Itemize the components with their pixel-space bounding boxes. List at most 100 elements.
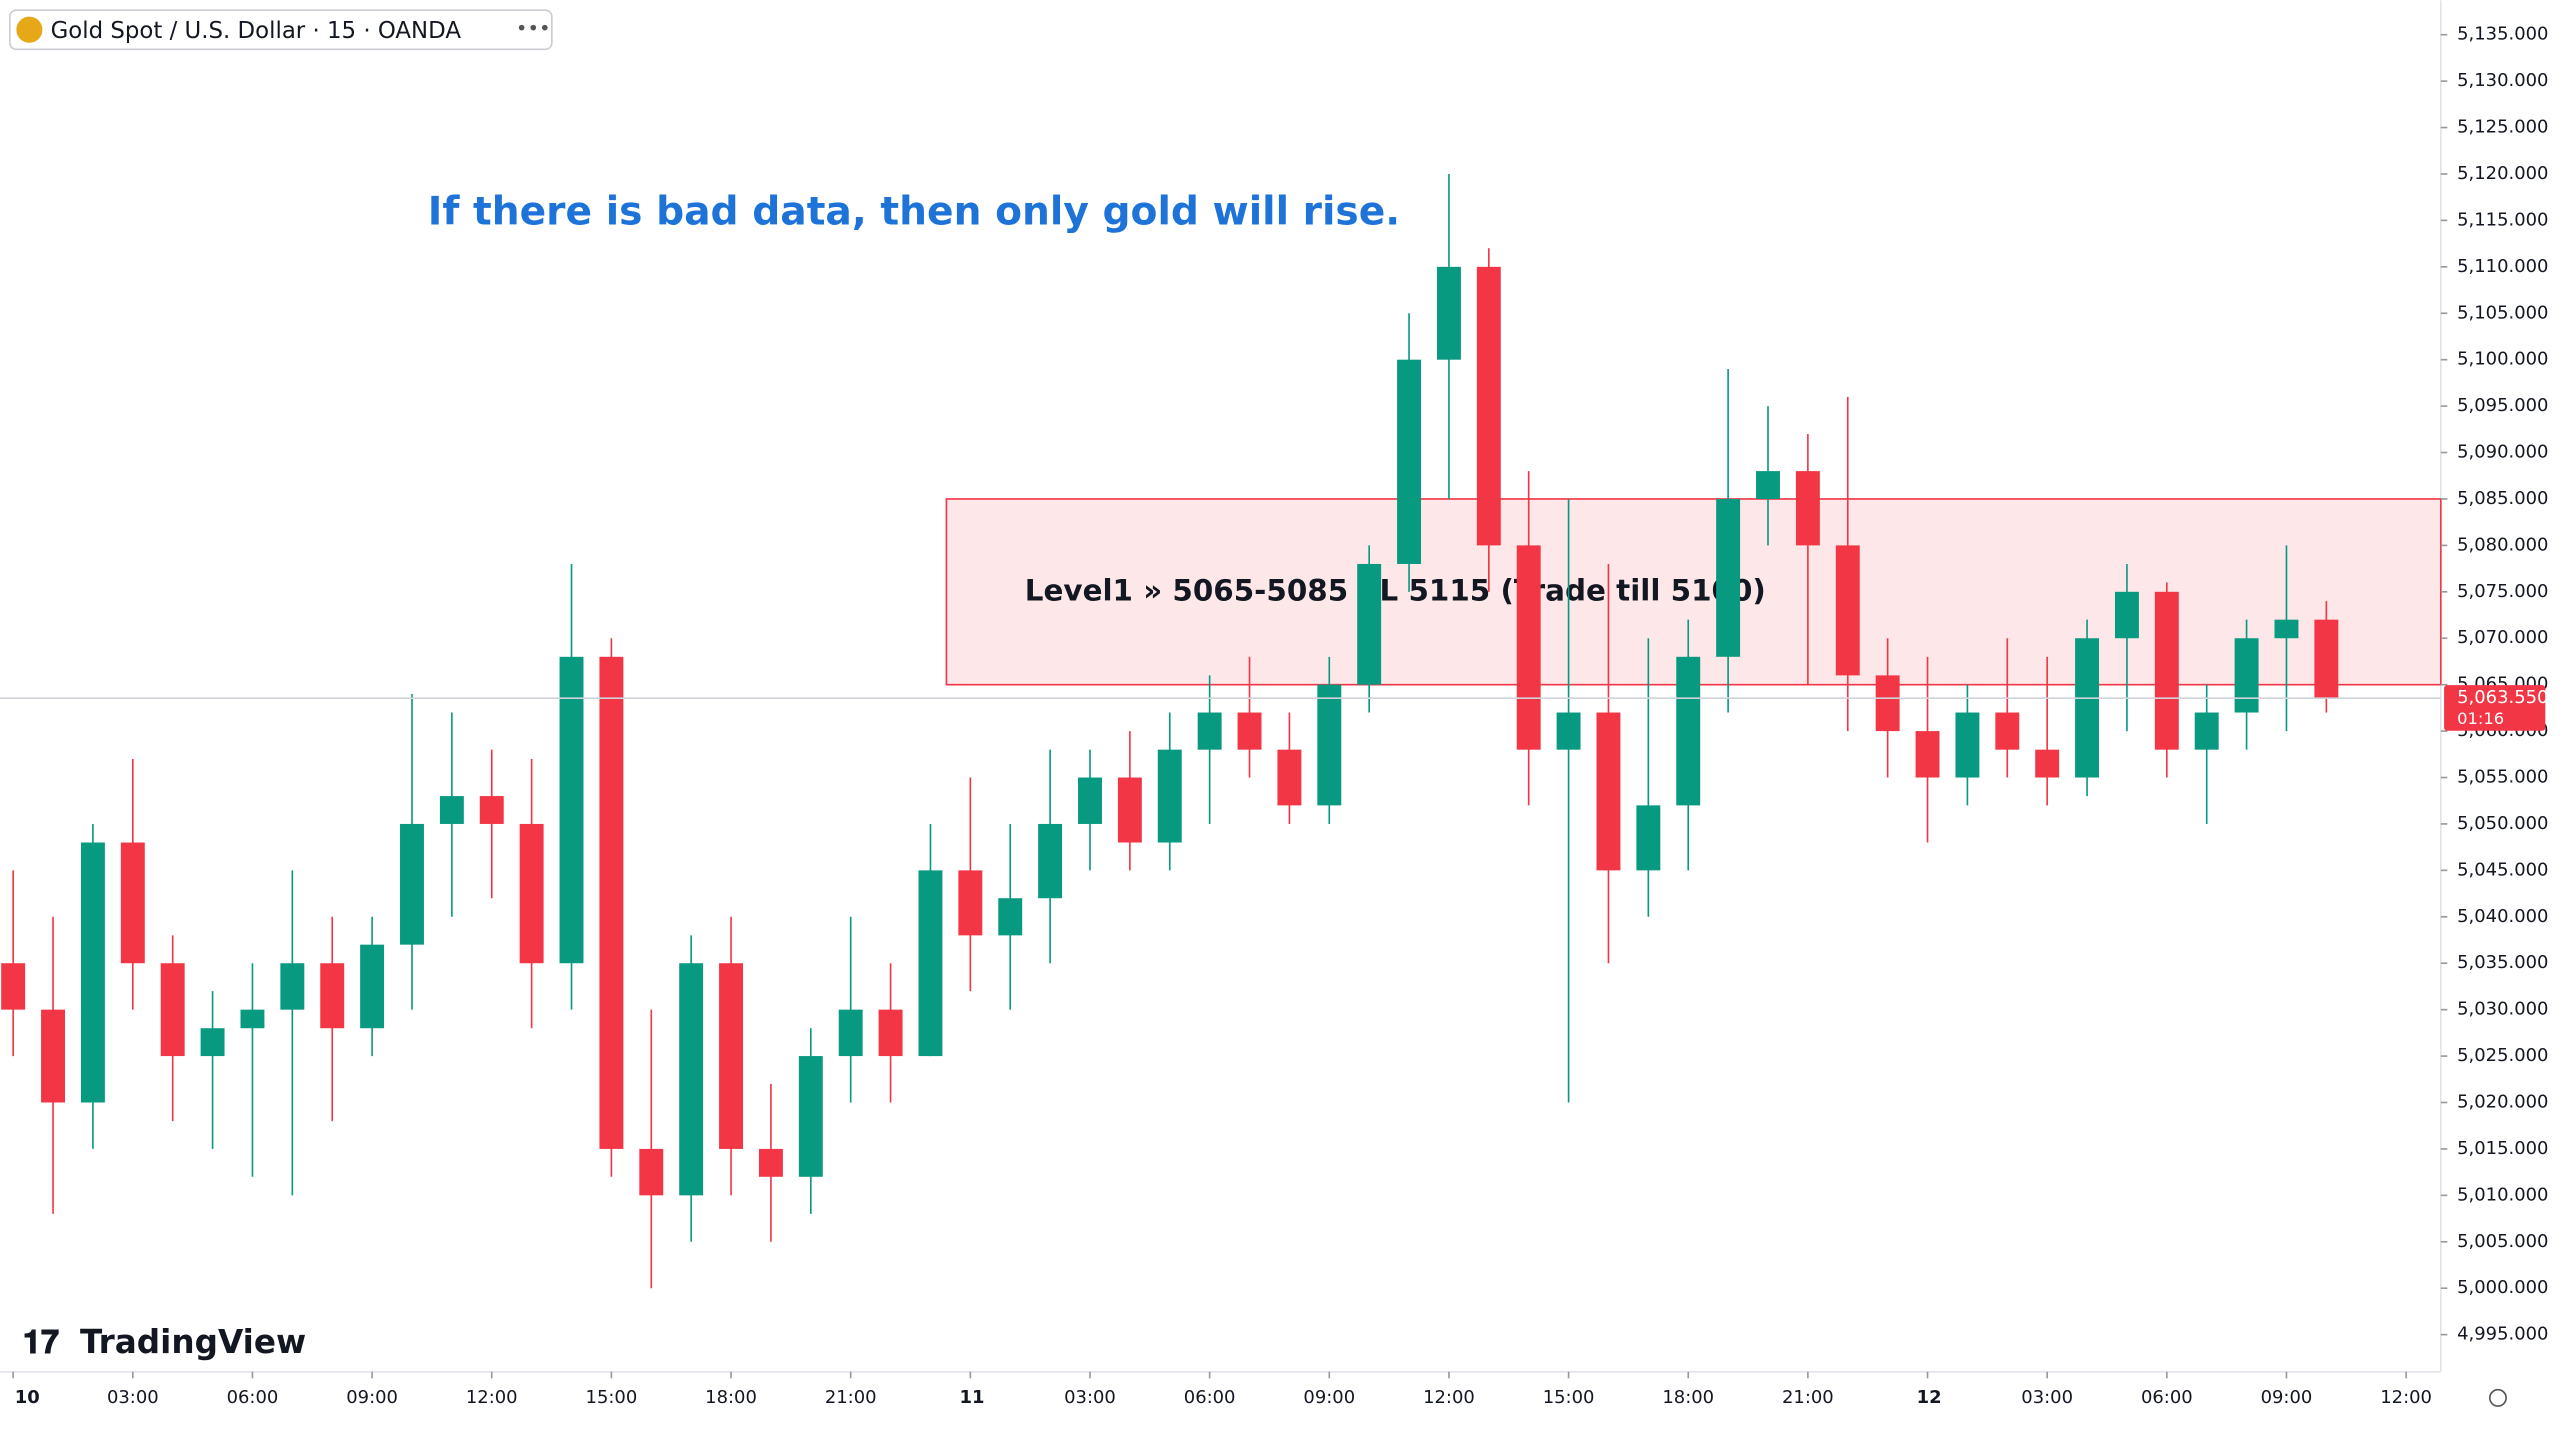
y-tick-label: 5,005.000	[2457, 1231, 2548, 1252]
candle-body	[1636, 805, 1661, 871]
candle-body	[1716, 498, 1741, 657]
last-price-box	[2444, 685, 2546, 731]
candle-body	[1995, 712, 2020, 750]
countdown: 01:16	[2457, 709, 2504, 728]
y-tick-label: 5,050.000	[2457, 813, 2548, 834]
candle-body	[1476, 266, 1501, 546]
candle-body	[200, 1028, 225, 1057]
candle-body	[1955, 712, 1980, 778]
symbol-box[interactable]	[8, 9, 553, 51]
candle-body	[918, 870, 943, 1057]
candle-body	[1835, 545, 1860, 676]
candle-body	[998, 898, 1023, 936]
y-tick-label: 5,105.000	[2457, 302, 2548, 323]
candle-body	[2274, 619, 2299, 639]
y-tick-label: 5,015.000	[2457, 1138, 2548, 1159]
candle-body	[80, 842, 105, 1103]
x-tick-label: 03:00	[2021, 1387, 2073, 1408]
candle-body	[1197, 712, 1222, 750]
candle-body	[838, 1009, 863, 1057]
zone	[945, 498, 2442, 686]
y-tick-label: 5,025.000	[2457, 1045, 2548, 1066]
y-tick-label: 5,130.000	[2457, 70, 2548, 91]
x-tick-label: 18:00	[1662, 1387, 1714, 1408]
candle-body	[2035, 749, 2060, 778]
more-button[interactable]: •••	[516, 17, 551, 40]
candle-body	[1756, 471, 1780, 499]
y-tick-label: 5,120.000	[2457, 163, 2548, 184]
symbol-icon	[16, 16, 43, 43]
candle-body	[320, 963, 345, 1029]
candle-body	[479, 796, 504, 824]
x-tick-label: 11	[959, 1387, 984, 1408]
x-tick-label: 09:00	[346, 1387, 398, 1408]
candle-body	[878, 1009, 903, 1057]
y-tick-label: 5,070.000	[2457, 627, 2548, 648]
y-tick-label: 5,075.000	[2457, 581, 2548, 602]
x-tick-label: 18:00	[705, 1387, 757, 1408]
candle-body	[1875, 675, 1900, 732]
x-tick-label: 15:00	[1543, 1387, 1595, 1408]
x-tick-label: 12	[1917, 1387, 1942, 1408]
y-tick-label: 5,110.000	[2457, 256, 2548, 277]
candle-body	[1556, 712, 1581, 750]
candle-body	[2154, 591, 2179, 750]
x-tick-label: 15:00	[586, 1387, 638, 1408]
candle-body	[400, 823, 424, 945]
candle-body	[2234, 638, 2259, 713]
candle-body	[1915, 731, 1940, 778]
last-price-label: 5,063.550	[2457, 687, 2548, 708]
y-tick-label: 5,000.000	[2457, 1277, 2548, 1298]
x-tick-label: 12:00	[2380, 1387, 2432, 1408]
candle-body	[639, 1148, 664, 1196]
y-tick-label: 5,030.000	[2457, 999, 2548, 1020]
candle-body	[758, 1148, 783, 1177]
candle-body	[1157, 749, 1182, 843]
x-tick-label: 12:00	[1423, 1387, 1475, 1408]
candle-body	[240, 1009, 265, 1029]
y-tick-label: 5,035.000	[2457, 952, 2548, 973]
x-tick-label: 21:00	[825, 1387, 877, 1408]
candle-body	[1436, 266, 1461, 360]
candle-body	[1516, 545, 1541, 750]
candle-body	[958, 870, 983, 936]
candle-body	[120, 842, 145, 964]
x-tick-label: 12:00	[466, 1387, 518, 1408]
y-tick-label: 5,095.000	[2457, 395, 2548, 416]
candle-body	[1676, 656, 1701, 806]
settings-icon[interactable]	[2488, 1388, 2507, 1407]
candle-body	[679, 963, 704, 1196]
y-tick-label: 5,045.000	[2457, 859, 2548, 880]
candle-body	[559, 656, 584, 964]
y-tick-label: 5,115.000	[2457, 209, 2548, 230]
x-tick-label: 03:00	[107, 1387, 159, 1408]
x-tick-label: 10	[15, 1387, 40, 1408]
x-tick-label: 09:00	[1303, 1387, 1355, 1408]
y-tick-label: 5,055.000	[2457, 767, 2548, 788]
candle-body	[1317, 684, 1342, 806]
candle-body	[1596, 712, 1621, 871]
candle-body	[1117, 777, 1142, 843]
candle-body	[1038, 823, 1063, 899]
candle-body	[160, 963, 185, 1057]
candle-body	[2075, 638, 2100, 778]
brand: TradingView	[80, 1323, 306, 1361]
y-tick-label: 4,995.000	[2457, 1324, 2548, 1345]
x-tick-label: 06:00	[227, 1387, 279, 1408]
x-tick-label: 09:00	[2261, 1387, 2313, 1408]
candle-body	[1, 963, 26, 1010]
annotation: If there is bad data, then only gold wil…	[428, 190, 1400, 235]
y-tick-label: 5,085.000	[2457, 488, 2548, 509]
y-tick-label: 5,020.000	[2457, 1092, 2548, 1113]
y-tick-label: 5,010.000	[2457, 1184, 2548, 1205]
candle-body	[1078, 777, 1102, 824]
candle-body	[1237, 712, 1262, 750]
zone-label: Level1 » 5065-5085 SL 5115 (Trade till 5…	[1025, 573, 1766, 607]
logo-mark: 𝟏𝟕	[23, 1323, 59, 1361]
x-tick-label: 06:00	[1184, 1387, 1236, 1408]
candle-body	[519, 823, 544, 964]
candle-body	[360, 944, 385, 1029]
candle-body	[1795, 471, 1820, 546]
